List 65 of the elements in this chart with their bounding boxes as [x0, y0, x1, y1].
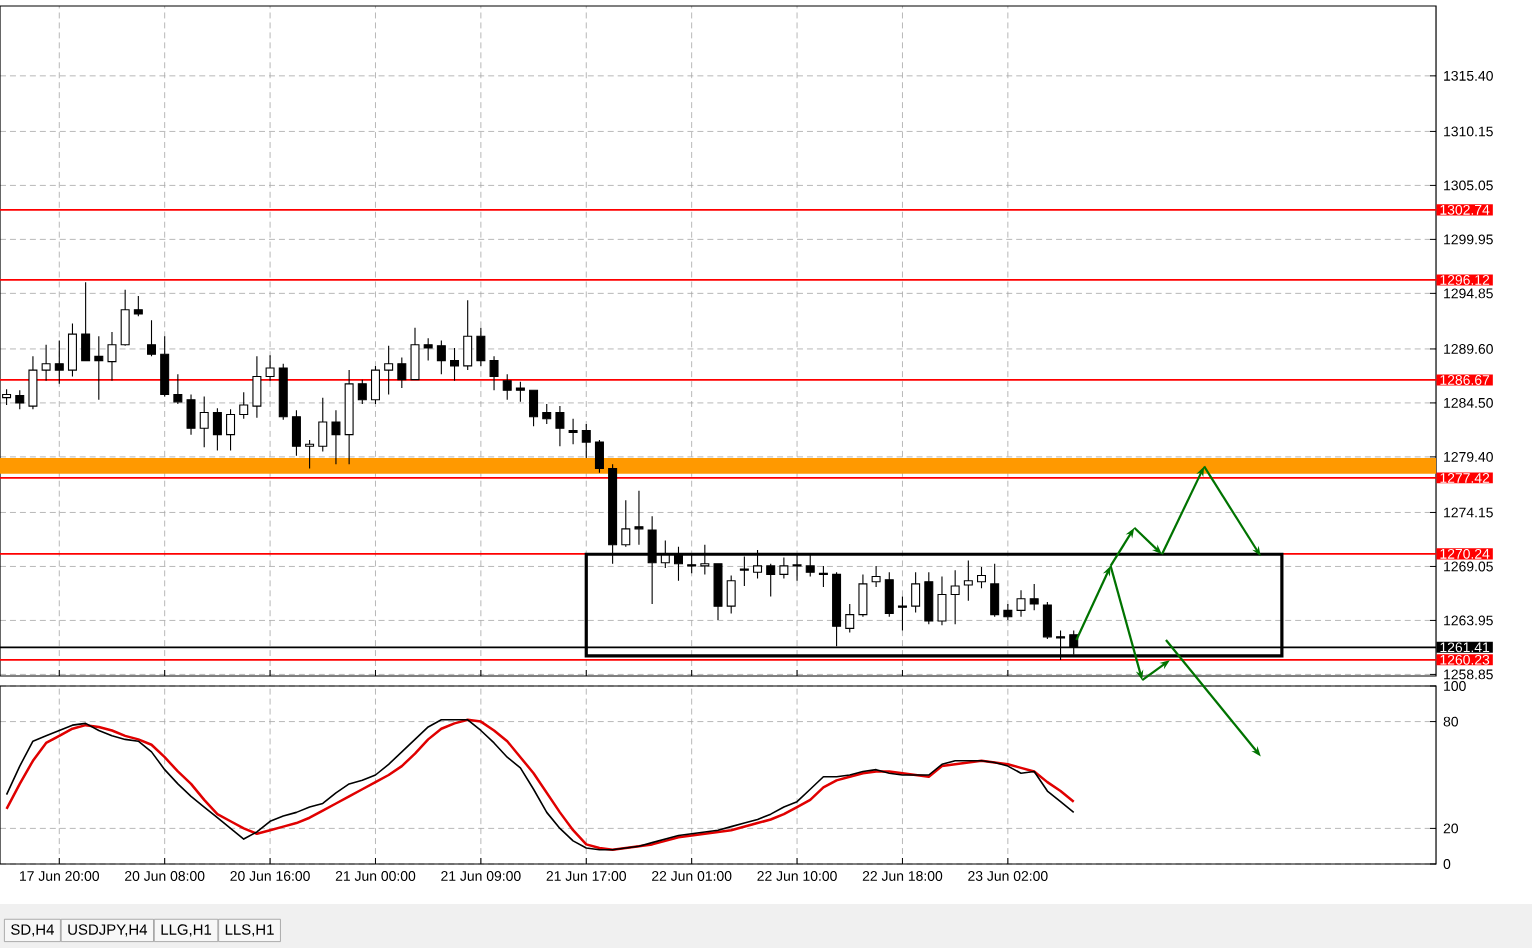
- candlestick: [858, 573, 868, 618]
- candlestick: [1029, 583, 1039, 611]
- candlestick: [924, 571, 934, 625]
- candlestick: [594, 439, 604, 474]
- candlestick: [410, 327, 420, 381]
- candlestick: [397, 356, 407, 389]
- candlestick: [818, 565, 828, 588]
- candlestick: [199, 396, 209, 448]
- candlestick: [937, 575, 947, 626]
- candlestick: [911, 571, 921, 614]
- candlestick: [450, 347, 460, 382]
- candlestick: [120, 289, 130, 347]
- candlestick: [845, 603, 855, 634]
- candlestick: [897, 596, 907, 632]
- candlestick: [41, 344, 51, 382]
- candlestick: [226, 408, 236, 452]
- candlestick: [344, 369, 354, 465]
- candlestick: [278, 363, 288, 421]
- candlestick: [634, 490, 644, 546]
- candlestick: [81, 281, 91, 362]
- candlestick: [331, 409, 341, 465]
- candlestick: [291, 409, 301, 457]
- candlestick: [542, 403, 552, 425]
- candlestick: [977, 566, 986, 589]
- candlestick: [370, 365, 380, 405]
- candlestick: [357, 379, 367, 405]
- candlestick: [186, 393, 196, 436]
- candlestick: [950, 569, 960, 625]
- candlestick: [555, 405, 565, 447]
- candlestick: [529, 389, 539, 427]
- candlestick: [990, 563, 1000, 618]
- candlestick: [423, 337, 433, 362]
- candlestick: [212, 407, 222, 452]
- candlestick: [621, 499, 631, 548]
- candlestick: [1003, 603, 1013, 621]
- candlestick: [94, 335, 104, 401]
- candlestick: [384, 345, 394, 395]
- candlestick: [581, 423, 591, 459]
- candlestick: [871, 565, 881, 588]
- candlestick: [28, 355, 38, 410]
- candlestick: [884, 571, 894, 618]
- candlestick: [54, 339, 64, 385]
- candlestick: [318, 397, 328, 453]
- candlestick: [436, 339, 446, 375]
- candlestick: [502, 373, 512, 401]
- candlestick: [489, 355, 499, 391]
- candlestick: [147, 319, 157, 357]
- candlestick: [173, 373, 183, 405]
- candlestick: [476, 327, 486, 367]
- candlestick: [1042, 601, 1052, 640]
- candlestick: [239, 391, 249, 420]
- candlestick: [568, 418, 578, 445]
- candlestick: [963, 560, 973, 602]
- candlestick: [766, 563, 776, 598]
- candlestick: [726, 574, 736, 615]
- candlestick: [713, 563, 723, 621]
- candlestick: [1016, 589, 1026, 618]
- candlestick: [305, 439, 315, 470]
- candlestick: [107, 331, 117, 382]
- candlestick: [133, 295, 143, 317]
- candlestick: [160, 335, 170, 398]
- candlestick: [67, 322, 77, 377]
- candlestick: [515, 381, 525, 403]
- candlestick: [15, 389, 25, 410]
- candlestick: [463, 299, 473, 371]
